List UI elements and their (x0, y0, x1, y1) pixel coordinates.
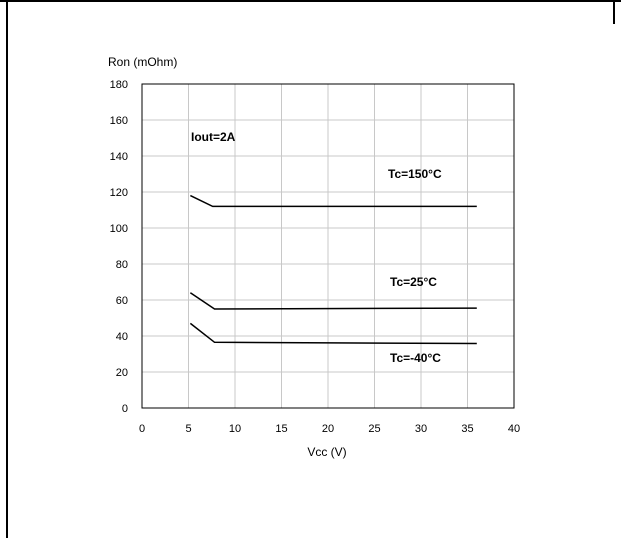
page-frame-top (0, 0, 621, 2)
condition-annotation: Iout=2A (191, 130, 236, 144)
x-tick-label: 10 (229, 423, 241, 435)
y-tick-label: 20 (116, 367, 128, 379)
series-label-25c: Tc=25°C (390, 275, 437, 289)
y-axis-label: Ron (mOhm) (108, 55, 177, 69)
x-tick-label: 40 (508, 423, 520, 435)
series-line-0 (190, 194, 477, 208)
x-tick-label: 0 (139, 423, 145, 435)
x-tick-labels: 0 5 10 15 20 25 30 35 40 (139, 423, 520, 435)
x-tick-label: 20 (322, 423, 334, 435)
series-line-1 (189, 292, 477, 310)
x-tick-label: 35 (461, 423, 473, 435)
series-line-2 (189, 322, 477, 345)
x-tick-label: 30 (415, 423, 427, 435)
y-tick-label: 80 (116, 259, 128, 271)
y-tick-labels: 0 20 40 60 80 100 120 140 160 180 (110, 79, 128, 415)
y-tick-label: 180 (110, 79, 128, 91)
plot-border (141, 83, 515, 409)
x-tick-label: 5 (185, 423, 191, 435)
series-lines (189, 194, 477, 345)
page-frame-right (613, 0, 615, 24)
page-frame-left (6, 0, 8, 538)
x-tick-label: 15 (275, 423, 287, 435)
y-tick-label: 40 (116, 331, 128, 343)
x-axis-label: Vcc (V) (307, 445, 346, 459)
series-label-150c: Tc=150°C (388, 167, 442, 181)
grid (142, 84, 514, 408)
series-label-minus40c: Tc=-40°C (390, 351, 441, 365)
x-tick-label: 25 (368, 423, 380, 435)
y-tick-label: 100 (110, 223, 128, 235)
y-tick-label: 120 (110, 187, 128, 199)
y-tick-label: 0 (122, 403, 128, 415)
y-tick-label: 140 (110, 151, 128, 163)
y-tick-label: 60 (116, 295, 128, 307)
y-tick-label: 160 (110, 115, 128, 127)
